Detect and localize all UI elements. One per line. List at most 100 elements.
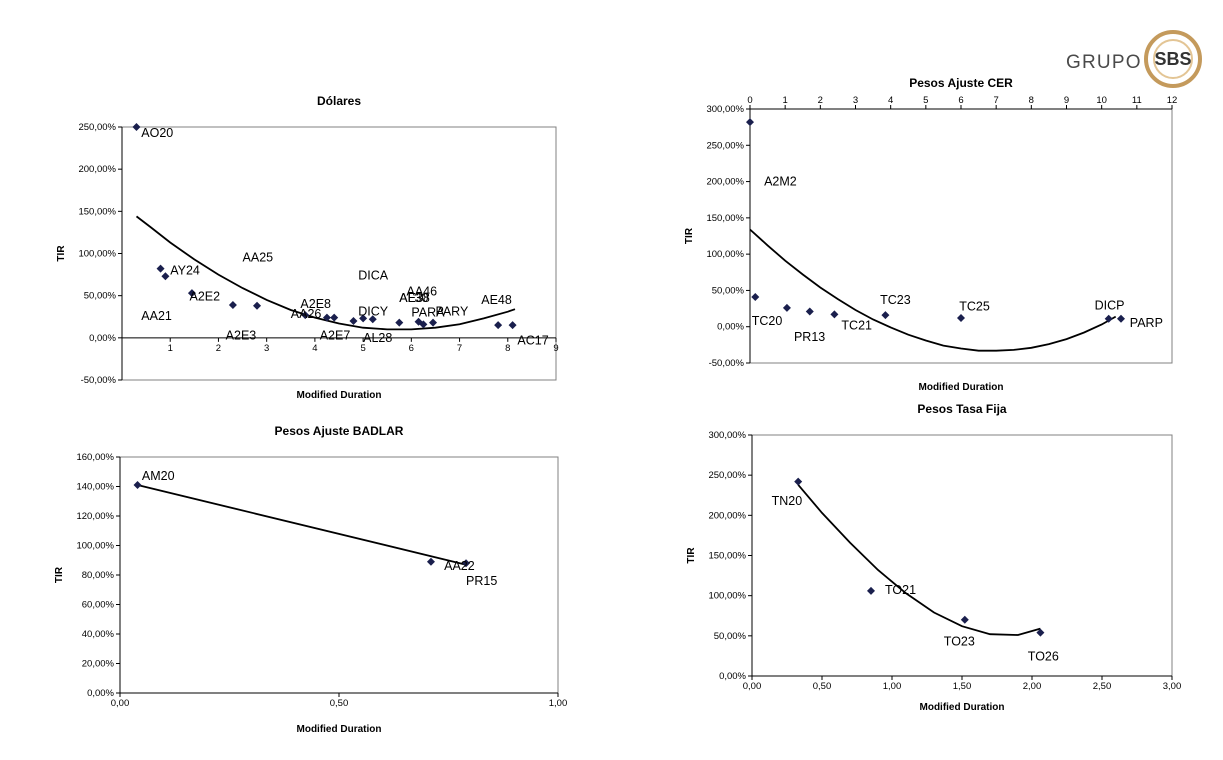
- chart-title: Pesos Tasa Fija: [917, 402, 1006, 416]
- chart-dolares: Dólares -50,00% 0,00% 50,00% 100,00% 150,00% 2…: [40, 88, 580, 408]
- data-point: [1104, 314, 1113, 323]
- logo-mark: SBS: [1154, 49, 1192, 69]
- x-tick-label: 0: [747, 95, 752, 106]
- data-label: TO26: [1028, 650, 1059, 664]
- x-tick-label: 3: [853, 95, 858, 106]
- x-tick-label: 7: [994, 95, 999, 106]
- y-tick-label: 150,00%: [706, 213, 744, 224]
- x-tick-label: 5: [360, 343, 365, 354]
- x-tick-label: 5: [923, 95, 928, 106]
- data-point: [867, 586, 875, 595]
- y-axis-title: TIR: [56, 245, 67, 262]
- y-tick-label: 0,00%: [719, 671, 746, 682]
- y-tick-label: 50,00%: [714, 631, 747, 642]
- y-tick-label: 100,00%: [78, 249, 116, 260]
- chart-title: Dólares: [317, 94, 361, 108]
- x-tick-label: 3,00: [1163, 681, 1182, 692]
- data-point: [228, 300, 237, 309]
- x-tick-label: 10: [1096, 95, 1107, 106]
- x-tick-label: 6: [409, 343, 414, 354]
- chart-title: Pesos Ajuste CER: [909, 76, 1013, 90]
- data-label: AA22: [444, 559, 475, 573]
- data-label: A2M2: [764, 175, 797, 189]
- data-point: [782, 303, 791, 312]
- x-tick-label: 9: [553, 343, 558, 354]
- data-label: AA21: [141, 309, 172, 323]
- plot-area: [119, 456, 559, 694]
- data-point: [349, 316, 358, 325]
- y-tick-label: 250,00%: [706, 140, 744, 151]
- y-tick-label: 120,00%: [76, 511, 114, 522]
- data-point: [1036, 628, 1045, 637]
- y-tick-label: -50,00%: [81, 375, 117, 386]
- y-tick-label: 140,00%: [76, 482, 114, 493]
- chart-pesos-ajuste-badlar: Pesos Ajuste BADLAR 0,00% 20,00% 40,00% 60,0…: [40, 424, 580, 742]
- x-tick-label: 0,50: [813, 681, 832, 692]
- y-tick-label: 150,00%: [708, 551, 746, 562]
- y-axis-title: TIR: [684, 227, 695, 244]
- data-point: [133, 481, 142, 490]
- data-label: A2E8: [300, 297, 331, 311]
- y-tick-label: 80,00%: [82, 570, 115, 581]
- y-tick-label: 0,00%: [717, 322, 744, 333]
- y-tick-label: 160,00%: [76, 452, 114, 463]
- data-point: [322, 313, 331, 322]
- x-tick-label: 11: [1132, 95, 1142, 106]
- x-tick-label: 0,50: [330, 698, 349, 709]
- data-label: TC23: [880, 293, 911, 307]
- data-label: DICA: [358, 268, 389, 282]
- y-tick-label: 200,00%: [708, 510, 746, 521]
- data-point: [881, 311, 890, 320]
- data-point: [330, 313, 339, 322]
- data-point: [429, 318, 438, 327]
- data-label: DICP: [1095, 299, 1125, 313]
- x-axis-title: Modified Duration: [919, 382, 1004, 393]
- data-label: AA26: [291, 307, 322, 321]
- x-tick-label: 2: [818, 95, 823, 106]
- x-tick-label: 1,00: [549, 698, 568, 709]
- y-tick-label: 50,00%: [712, 285, 745, 296]
- data-label: PARA: [411, 306, 445, 320]
- x-tick-label: 1,50: [953, 681, 972, 692]
- chart-svg: Pesos Ajuste CER -50,00% 0,00% 50,00% 100,00…: [684, 76, 1178, 393]
- chart-svg: Dólares -50,00% 0,00% 50,00% 100,00% 150,00% 2…: [56, 94, 559, 401]
- y-tick-label: 200,00%: [78, 164, 116, 175]
- data-label: PR13: [794, 330, 825, 344]
- chart-svg: Pesos Ajuste BADLAR 0,00% 20,00% 40,00% 60,0…: [54, 424, 568, 735]
- data-point: [805, 307, 814, 316]
- x-tick-label: 8: [505, 343, 510, 354]
- grupo-sbs-logo: GRUPO SBS: [1062, 28, 1212, 98]
- data-point: [494, 321, 503, 330]
- x-tick-label: 4: [888, 95, 893, 106]
- x-tick-label: 2,50: [1093, 681, 1112, 692]
- data-label: TC25: [959, 299, 990, 313]
- y-tick-label: 100,00%: [708, 591, 746, 602]
- data-label: PARY: [435, 305, 469, 319]
- x-tick-label: 7: [457, 343, 462, 354]
- x-tick-label: 12: [1167, 95, 1178, 106]
- trend-line: [749, 228, 1117, 352]
- x-tick-label: 0,00: [111, 698, 130, 709]
- x-tick-label: 9: [1064, 95, 1069, 106]
- data-label: PR15: [466, 574, 497, 588]
- x-tick-label: 4: [312, 343, 317, 354]
- data-label: AO20: [141, 126, 173, 140]
- y-axis-title: TIR: [686, 547, 697, 564]
- trend-line: [137, 484, 467, 566]
- logo-ring-icon: SBS: [1144, 30, 1202, 88]
- y-tick-label: 150,00%: [78, 206, 116, 217]
- data-point: [253, 301, 262, 310]
- chart-svg: Pesos Tasa Fija 0,00% 50,00% 100,00% 150,00%…: [686, 402, 1182, 713]
- data-point: [830, 310, 839, 319]
- data-point: [1117, 314, 1126, 323]
- x-tick-label: 6: [958, 95, 963, 106]
- x-tick-label: 8: [1029, 95, 1034, 106]
- data-label: PARP: [1130, 316, 1163, 330]
- data-point: [508, 321, 517, 330]
- data-point: [419, 320, 428, 329]
- x-tick-label: 2,00: [1023, 681, 1042, 692]
- x-axis-title: Modified Duration: [920, 702, 1005, 713]
- data-label: AC17: [517, 333, 548, 347]
- data-point: [957, 314, 965, 323]
- x-tick-label: 2: [216, 343, 221, 354]
